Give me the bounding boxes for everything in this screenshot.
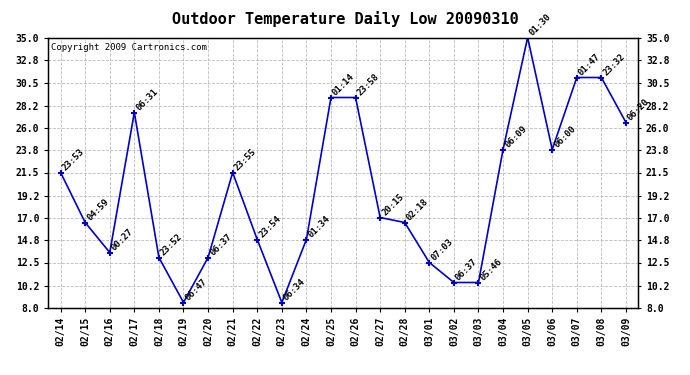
Text: 02:18: 02:18 — [405, 197, 430, 222]
Text: 04:59: 04:59 — [85, 197, 110, 222]
Text: 01:14: 01:14 — [331, 72, 356, 98]
Text: 06:34: 06:34 — [282, 277, 307, 303]
Text: 06:00: 06:00 — [552, 124, 578, 150]
Text: 06:47: 06:47 — [184, 277, 209, 303]
Text: 06:37: 06:37 — [454, 257, 480, 282]
Text: 01:30: 01:30 — [528, 12, 553, 38]
Text: 05:46: 05:46 — [478, 257, 504, 282]
Text: 06:09: 06:09 — [503, 124, 529, 150]
Text: 01:34: 01:34 — [306, 214, 332, 240]
Text: 23:53: 23:53 — [61, 147, 86, 172]
Text: 07:03: 07:03 — [429, 237, 455, 262]
Text: Copyright 2009 Cartronics.com: Copyright 2009 Cartronics.com — [51, 43, 207, 52]
Text: 06:20: 06:20 — [626, 97, 651, 123]
Text: 20:15: 20:15 — [380, 192, 406, 217]
Text: 23:58: 23:58 — [355, 72, 381, 98]
Text: Outdoor Temperature Daily Low 20090310: Outdoor Temperature Daily Low 20090310 — [172, 11, 518, 27]
Text: 23:52: 23:52 — [159, 232, 184, 258]
Text: 23:55: 23:55 — [233, 147, 258, 172]
Text: 00:27: 00:27 — [110, 227, 135, 252]
Text: 06:37: 06:37 — [208, 232, 233, 258]
Text: 23:54: 23:54 — [257, 214, 283, 240]
Text: 01:47: 01:47 — [577, 52, 602, 78]
Text: 06:31: 06:31 — [135, 87, 159, 112]
Text: 23:32: 23:32 — [602, 52, 627, 78]
